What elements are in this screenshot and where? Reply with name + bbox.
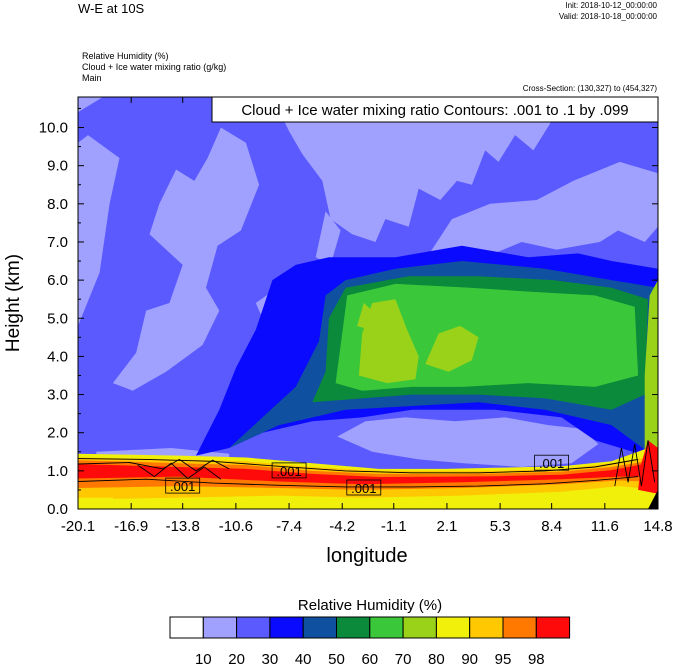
rh-level-98 <box>638 440 658 494</box>
colorbar-swatch <box>435 616 471 639</box>
y-tick-label: 8.0 <box>47 196 68 213</box>
colorbar-level-label: 50 <box>328 651 345 667</box>
contour-label-box <box>346 479 382 496</box>
x-tick-label: -7.4 <box>276 518 302 535</box>
colorbar-level-label: 40 <box>295 651 312 667</box>
y-tick-label: 6.0 <box>47 272 68 289</box>
x-tick-label: 8.4 <box>541 518 562 535</box>
axis-ticks: -20.1 -16.9 -13.8 -10.6 -7.4 -4.2 -1.1 2.1 5.3 8.… <box>39 97 673 535</box>
x-tick-label: 11.6 <box>591 518 619 535</box>
rh-white-patch <box>78 97 103 113</box>
rh-white-patch <box>112 127 260 391</box>
colorbar-level-label: 70 <box>395 651 412 667</box>
colorbar-level-label: 30 <box>262 651 279 667</box>
contour-info-text: Cloud + Ice water mixing ratio Contours:… <box>241 102 628 119</box>
rh-level-95 <box>78 459 658 490</box>
contour-label-box <box>534 454 569 471</box>
rh-level-70 <box>425 325 479 372</box>
y-axis-title: Height (km) <box>3 254 24 352</box>
contour-labels: .001 .001 .001 .001 <box>165 454 569 496</box>
cloud-contour <box>137 462 222 480</box>
cloud-contour <box>78 458 230 472</box>
y-tick-label: 9.0 <box>47 158 68 175</box>
y-tick-label: 4.0 <box>47 348 68 365</box>
colorbar-title: Relative Humidity (%) <box>298 597 442 614</box>
colorbar-swatch <box>202 616 238 639</box>
humidity-field <box>78 97 658 509</box>
colorbar-level-label: 90 <box>461 651 478 667</box>
colorbar-level-label: 10 <box>195 651 212 667</box>
colorbar-swatch <box>269 616 304 639</box>
colorbar-swatch <box>302 616 338 639</box>
rh-level-80 <box>78 497 113 509</box>
rh-white-band <box>337 417 599 467</box>
figure-title: W-E at 10S <box>78 1 145 16</box>
x-tick-label: 2.1 <box>437 518 458 535</box>
contour-label-box <box>271 462 307 479</box>
x-tick-label: -10.6 <box>219 518 253 535</box>
colorbar: 10 20 30 40 50 60 70 80 90 95 98 <box>169 616 571 667</box>
rh-white-patch <box>315 211 341 265</box>
cloud-contours <box>78 440 656 488</box>
cloud-contour <box>614 440 656 487</box>
x-axis-title: longitude <box>326 545 407 567</box>
rh-white-patch <box>422 161 658 265</box>
colorbar-swatch <box>169 616 204 639</box>
contour-label: .001 <box>276 464 301 479</box>
field-label-rh: Relative Humidity (%) <box>82 51 169 61</box>
colorbar-level-label: 60 <box>361 651 378 667</box>
cloud-contour <box>78 458 639 474</box>
x-tick-label: 14.8 <box>643 518 672 535</box>
cross-section-label: Cross-Section: (130,327) to (454,327) <box>523 84 658 93</box>
y-tick-label: 0.0 <box>47 501 68 518</box>
x-tick-label: -13.8 <box>166 518 200 535</box>
rh-level-70 <box>357 303 373 330</box>
colorbar-level-label: 95 <box>495 651 512 667</box>
colorbar-level-label: 20 <box>228 651 245 667</box>
y-tick-label: 7.0 <box>47 234 68 251</box>
colorbar-swatch <box>369 616 404 639</box>
colorbar-level-label: 80 <box>428 651 445 667</box>
valid-time: Valid: 2018-10-18_00:00:00 <box>559 12 658 21</box>
x-tick-label: -20.1 <box>61 518 95 535</box>
y-tick-label: 1.0 <box>47 463 68 480</box>
colorbar-swatch <box>236 616 271 639</box>
plot-area: -20.1 -16.9 -13.8 -10.6 -7.4 -4.2 -1.1 2.1 5.3 8.… <box>39 96 673 535</box>
contour-label: .001 <box>170 479 195 494</box>
rh-white-patch <box>272 97 560 242</box>
y-tick-label: 10.0 <box>39 120 68 137</box>
colorbar-swatch <box>535 616 571 639</box>
colorbar-swatch <box>336 616 371 639</box>
field-label-main: Main <box>82 73 102 83</box>
x-tick-label: -4.2 <box>329 518 355 535</box>
x-tick-label: -16.9 <box>114 518 148 535</box>
contour-info-box <box>211 96 659 123</box>
rh-level-98 <box>78 461 658 485</box>
x-tick-label: 5.3 <box>490 518 511 535</box>
contour-label: .001 <box>539 456 564 471</box>
rh-level-70 <box>644 280 658 452</box>
colorbar-level-label: 98 <box>528 651 545 667</box>
y-tick-label: 5.0 <box>47 310 68 327</box>
colorbar-swatch <box>402 616 437 639</box>
rh-white-patch <box>78 135 120 326</box>
rh-level-70 <box>358 299 419 384</box>
contour-label: .001 <box>351 481 376 496</box>
colorbar-swatch <box>469 616 504 639</box>
y-tick-label: 3.0 <box>47 387 68 404</box>
cloud-contour <box>78 476 639 488</box>
field-label-cloud: Cloud + Ice water mixing ratio (g/kg) <box>82 62 226 72</box>
rh-terrain <box>648 489 658 509</box>
y-tick-label: 2.0 <box>47 425 68 442</box>
contour-label-box <box>165 477 201 494</box>
x-tick-label: -1.1 <box>381 518 407 535</box>
colorbar-swatch <box>502 616 537 639</box>
init-time: Init: 2018-10-12_00:00:00 <box>565 1 657 10</box>
